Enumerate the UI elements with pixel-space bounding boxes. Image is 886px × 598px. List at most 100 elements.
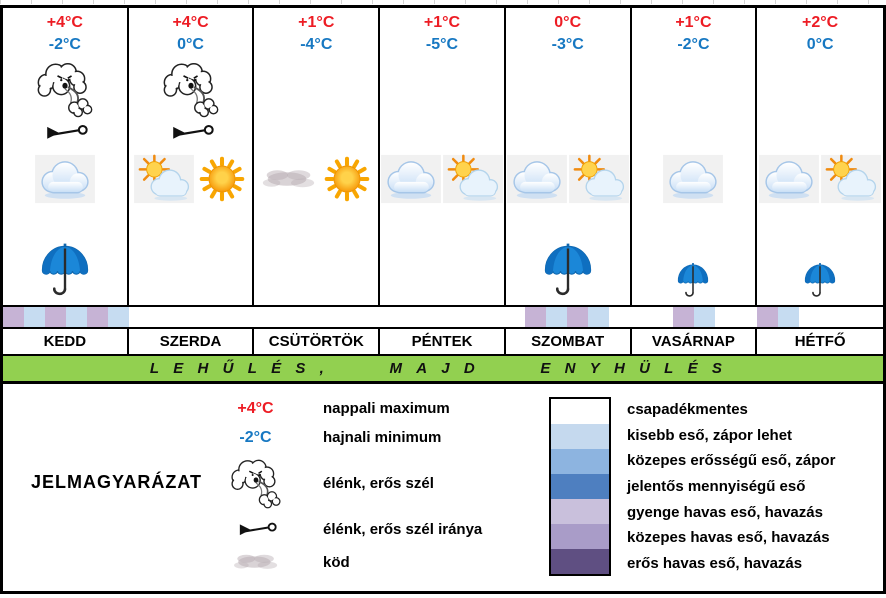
precip-strip-segment [45,307,66,327]
day-column-pentek: +1°C -5°C [380,8,506,305]
min-temp: -5°C [425,36,459,53]
weather-icons [132,148,249,210]
scale-swatch [551,424,609,449]
max-temp: +1°C [298,14,335,31]
sun-behind-cloud-icon [567,153,630,205]
scale-swatch [551,524,609,549]
scale-label: közepes havas eső, havazás [627,529,830,547]
scale-label: erős havas eső, havazás [627,554,803,572]
day-column-vasarnap: +1°C -2°C [632,8,758,305]
precip-strip-segment [524,307,546,327]
fog-icon [233,554,277,569]
min-temp: -3°C [551,36,584,53]
max-temp: +4°C [46,14,83,31]
precip-strip-segment [24,307,45,327]
precip-strip-segment [87,307,108,327]
cloud-icon [506,154,567,204]
precip-strip-segment [757,307,779,327]
day-columns: +4°C -2°C +4°C 0°C +1°C -4°C [3,8,883,307]
day-column-csutortok: +1°C -4°C [254,8,381,305]
legend-symbol-list: +4°C nappali maximum -2°C hajnali minimu… [208,394,548,580]
max-temp: 0°C [554,14,582,31]
weather-icons [758,148,883,210]
top-tick-marks [0,0,886,4]
precip-strip-segment [672,307,694,327]
legend-item-label: élénk, erős szél iránya [323,520,483,538]
strong-wind-icon [37,62,93,118]
day-column-hetfo: +2°C 0°C [757,8,883,305]
min-temp: 0°C [806,36,834,53]
day-label: HÉTFŐ [794,333,846,350]
wind-icons [159,60,223,148]
max-temp: +1°C [423,14,461,31]
day-label: SZOMBAT [506,329,632,354]
wind-direction-icon [45,124,88,140]
cloud-icon [34,154,95,204]
fog-icon [263,170,315,188]
max-temp: +4°C [172,14,209,31]
day-column-kedd: +4°C -2°C [3,8,129,305]
precip-strip-segment [108,307,129,327]
min-temp-sample: -2°C [239,428,272,446]
scale-swatch [551,499,609,524]
precip-scale-labels: csapadékmentes kisebb eső, zápor lehet k… [627,397,835,576]
min-temp: -4°C [300,36,333,53]
min-temp: -2°C [677,36,710,53]
umbrella-zone [39,210,91,305]
day-column-szerda: +4°C 0°C [129,8,255,305]
max-temp-sample: +4°C [237,399,274,417]
precip-strip-segment [3,307,24,327]
wind-direction-icon [171,124,214,140]
min-temp: 0°C [177,36,204,53]
day-label: SZERDA [129,329,255,354]
legend-item-wind-direction: élénk, erős szél iránya [208,514,548,544]
day-column-szombat: 0°C -3°C [506,8,632,305]
umbrella-icon [804,262,836,297]
day-label: KEDD [3,329,129,354]
legend-item-min-temp: -2°C hajnali minimum [208,423,548,452]
trend-banner: LEHŰLÉS, MAJD ENYHÜLÉS [3,356,883,384]
strong-wind-icon [162,62,219,118]
day-label: CSÜTÖRTÖK [254,329,381,354]
scale-swatch [551,549,609,574]
max-temp: +1°C [675,14,712,31]
precip-strip-segment [778,307,800,327]
precip-strip-segment [66,307,87,327]
umbrella-icon [543,242,592,296]
umbrella-icon [677,262,710,297]
scale-swatch [551,474,609,499]
legend-item-wind: élénk, erős szél [208,452,548,514]
weather-icons [506,148,630,210]
sun-behind-cloud-icon [442,153,504,205]
scale-label: jelentős mennyiségű eső [627,478,806,496]
max-temp: +2°C [802,14,839,31]
umbrella-zone [676,210,710,305]
weather-icons [34,148,96,210]
legend-title: JELMAGYARÁZAT [31,472,203,492]
weather-icons [380,148,504,210]
weather-icons [662,148,724,210]
legend-item-label: köd [323,553,350,571]
precip-color-scale [549,397,611,576]
precip-strip [3,307,883,329]
scale-label: kisebb eső, zápor lehet [627,426,793,444]
precip-strip-segment [693,307,715,327]
scale-swatch [551,399,609,424]
scale-swatch [551,449,609,474]
sun-icon [320,152,374,206]
legend-section: JELMAGYARÁZAT +4°C nappali maximum -2°C … [3,384,883,591]
sun-behind-cloud-icon [820,153,883,205]
weather-icons [258,148,374,210]
wind-icons [33,60,97,148]
legend-item-fog: köd [208,544,548,580]
day-label: VASÁRNAP [632,329,758,354]
precip-strip-segment [545,307,567,327]
scale-label: csapadékmentes [627,401,748,419]
cloud-icon [381,154,441,204]
precip-strip-segment [587,307,609,327]
scale-label: közepes erősségű eső, zápor [627,452,836,470]
scale-label: gyenge havas eső, havazás [627,503,823,521]
legend-item-label: nappali maximum [323,400,450,417]
umbrella-icon [40,242,89,296]
